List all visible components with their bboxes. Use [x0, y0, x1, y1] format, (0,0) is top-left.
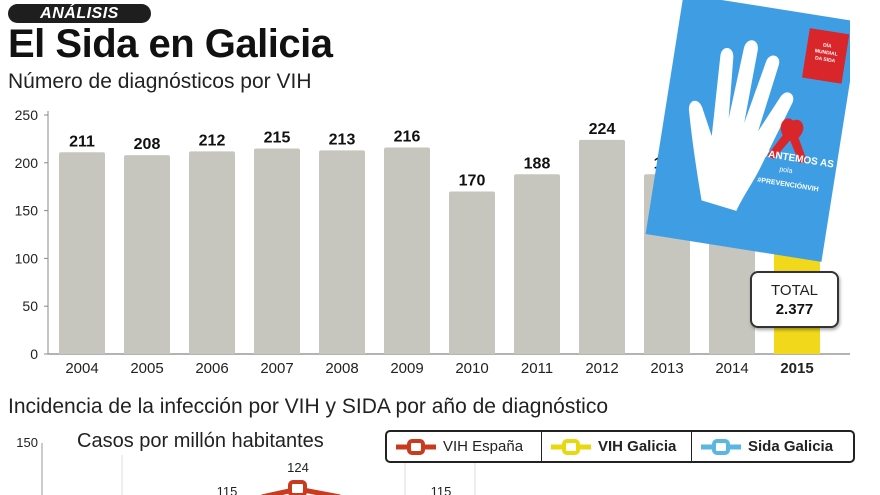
- x-tick-label: 2010: [455, 360, 488, 377]
- legend-item-sida-galicia: Sida Galicia: [692, 432, 853, 461]
- page-title: El Sida en Galicia: [8, 22, 333, 66]
- legend: VIH España VIH Galicia Sida Galicia: [385, 430, 855, 463]
- legend-item-vih-galicia: VIH Galicia: [542, 432, 692, 461]
- line-point-marker: [288, 480, 307, 495]
- y-tick-label: 100: [15, 250, 39, 266]
- campaign-poster: DÍA MUNDIAL DA SIDA LEVANTEMOS AS MANS p…: [645, 0, 850, 262]
- bar: [254, 148, 300, 354]
- bar: [189, 151, 235, 354]
- line-chart-ylabel: Casos por millón habitantes: [77, 430, 324, 452]
- x-tick-label: 2015: [780, 360, 813, 377]
- legend-label: Sida Galicia: [748, 438, 834, 455]
- x-tick-label: 2013: [650, 360, 683, 377]
- x-tick-label: 2006: [195, 360, 228, 377]
- bar: [124, 155, 170, 354]
- bar-value-label: 216: [394, 129, 421, 146]
- chart-subtitle: Número de diagnósticos por VIH: [8, 70, 312, 93]
- x-tick-label: 2007: [260, 360, 293, 377]
- analysis-badge: ANÁLISIS: [8, 4, 151, 23]
- poster-badge: [802, 28, 850, 84]
- hand-icon: [688, 40, 794, 211]
- line-point-label: 115: [431, 484, 452, 495]
- bar: [579, 139, 625, 354]
- legend-swatch-icon: [701, 438, 741, 455]
- x-tick-label: 2008: [325, 360, 358, 377]
- bar-value-label: 215: [264, 129, 291, 146]
- y-tick-label: 50: [22, 298, 38, 314]
- x-tick-label: 2011: [521, 360, 553, 377]
- bar-value-label: 188: [524, 155, 551, 172]
- x-tick-label: 2009: [390, 360, 423, 377]
- x-tick-label: 2014: [715, 360, 748, 377]
- total-box: TOTAL 2.377: [750, 271, 839, 328]
- line-y-tick: 150: [16, 435, 38, 450]
- x-tick-label: 2004: [65, 360, 98, 377]
- x-tick-label: 2012: [585, 360, 618, 377]
- legend-swatch-icon: [396, 438, 436, 455]
- line-point-label: 124: [287, 460, 309, 475]
- svg-text:DA SIDA: DA SIDA: [815, 55, 836, 64]
- ribbon-icon: [767, 118, 807, 164]
- bar-value-label: 211: [69, 133, 95, 150]
- bar: [384, 147, 430, 354]
- legend-label: VIH España: [443, 438, 524, 455]
- bar-value-label: 213: [329, 131, 356, 148]
- bar: [514, 174, 560, 354]
- bar: [59, 152, 105, 354]
- bar-value-label: 208: [134, 136, 161, 153]
- poster-line2: pola: [779, 166, 793, 175]
- line-point-label: 115: [217, 484, 238, 495]
- bar-value-label: 212: [199, 132, 226, 149]
- legend-label: VIH Galicia: [598, 438, 677, 455]
- total-value: 2.377: [775, 301, 814, 318]
- svg-text:MUNDIAL: MUNDIAL: [814, 48, 838, 58]
- legend-swatch-icon: [551, 438, 591, 455]
- svg-text:DÍA: DÍA: [823, 40, 833, 49]
- y-tick-label: 0: [30, 346, 38, 362]
- bar-value-label: 224: [589, 121, 616, 138]
- bar-value-label: 170: [459, 172, 486, 189]
- x-tick-label: 2005: [130, 360, 163, 377]
- y-tick-label: 250: [15, 107, 39, 123]
- total-label: TOTAL: [771, 282, 818, 299]
- line-chart-title: Incidencia de la infección por VIH y SID…: [8, 395, 609, 418]
- legend-item-vih-espana: VIH España: [387, 432, 542, 461]
- y-tick-label: 200: [15, 155, 39, 171]
- y-tick-label: 150: [15, 203, 39, 219]
- bar: [449, 191, 495, 354]
- bar: [319, 150, 365, 354]
